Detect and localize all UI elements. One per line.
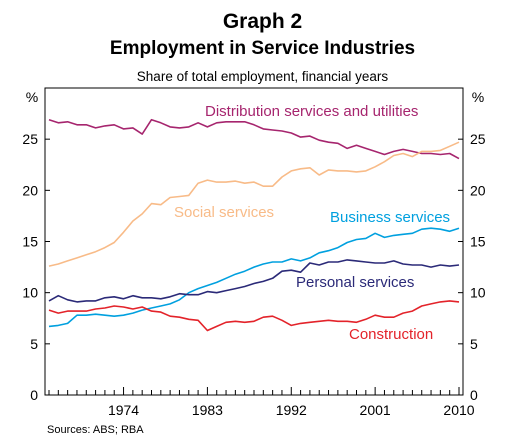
y-tick-label-right: 10	[470, 285, 486, 301]
series-labels: Distribution services and utilities Socia…	[174, 103, 450, 343]
series-lines	[48, 118, 460, 332]
series-label-0: Distribution services and utilities	[205, 103, 418, 120]
y-tick-label-right: 20	[470, 182, 486, 198]
y-tick-label-right: 0	[470, 387, 478, 403]
chart-subtitle: Employment in Service Industries	[109, 38, 416, 59]
x-tick-label: 1974	[108, 402, 139, 418]
series-line-1	[48, 141, 460, 267]
x-tick-label: 2010	[443, 402, 474, 418]
plot-frame	[44, 87, 464, 396]
left-axis-unit: %	[26, 89, 38, 105]
chart-title: Graph 2	[222, 10, 303, 33]
left-axis: 0 5 10 15 20 25	[22, 131, 50, 403]
y-tick-label-left: 0	[30, 387, 38, 403]
series-line-2	[48, 227, 460, 328]
y-tick-label-right: 15	[470, 234, 486, 250]
y-tick-label-left: 25	[22, 131, 38, 147]
series-line-3	[48, 259, 460, 303]
x-tick-label: 1983	[192, 402, 223, 418]
right-axis: 0 5 10 15 20 25	[458, 131, 486, 403]
y-tick-label-left: 5	[30, 336, 38, 352]
y-tick-label-left: 20	[22, 182, 38, 198]
y-tick-label-right: 25	[470, 131, 486, 147]
x-tick-label: 1992	[276, 402, 307, 418]
series-line-0	[48, 118, 460, 160]
y-tick-label-left: 10	[22, 285, 38, 301]
right-axis-unit: %	[472, 89, 484, 105]
series-label-2: Business services	[330, 209, 450, 226]
series-label-4: Construction	[349, 326, 433, 343]
y-tick-label-left: 15	[22, 234, 38, 250]
series-label-3: Personal services	[296, 274, 414, 291]
source-note: Sources: ABS; RBA	[47, 424, 144, 436]
chart-caption: Share of total employment, financial yea…	[136, 69, 389, 84]
x-axis: 1974 1983 1992 2001 2010	[48, 387, 475, 418]
series-label-1: Social services	[174, 204, 274, 221]
x-tick-label: 2001	[360, 402, 391, 418]
y-tick-label-right: 5	[470, 336, 478, 352]
series-line-4	[48, 300, 460, 332]
